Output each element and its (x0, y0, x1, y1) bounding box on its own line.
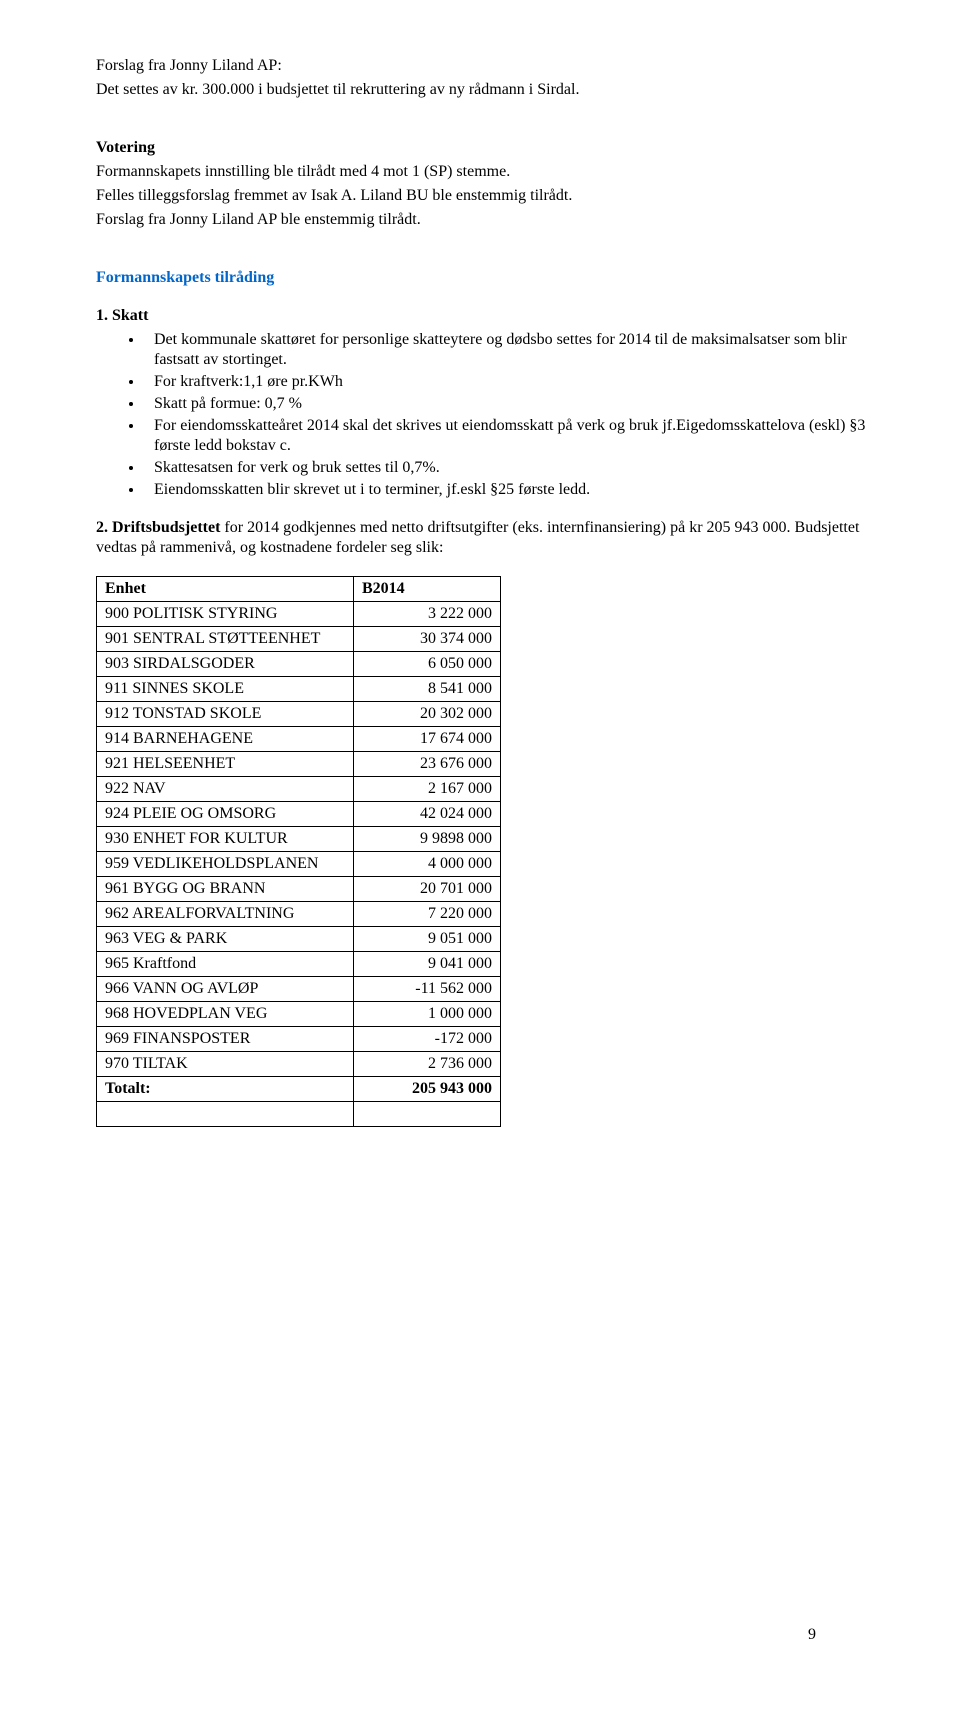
table-total-val: 205 943 000 (354, 1077, 501, 1102)
table-cell-name: 921 HELSEENHET (97, 752, 354, 777)
table-row: 961 BYGG OG BRANN20 701 000 (97, 877, 501, 902)
section-1-heading: 1. Skatt (96, 306, 888, 326)
section-2-bold: 2. Driftsbudsjettet (96, 519, 220, 536)
table-cell-val: 6 050 000 (354, 652, 501, 677)
table-cell-name: 961 BYGG OG BRANN (97, 877, 354, 902)
table-row: 911 SINNES SKOLE8 541 000 (97, 677, 501, 702)
table-row: 930 ENHET FOR KULTUR9 9898 000 (97, 827, 501, 852)
table-cell-name: 962 AREALFORVALTNING (97, 902, 354, 927)
table-row: 903 SIRDALSGODER6 050 000 (97, 652, 501, 677)
table-cell-val: 8 541 000 (354, 677, 501, 702)
table-cell-val: 7 220 000 (354, 902, 501, 927)
table-cell-name: 924 PLEIE OG OMSORG (97, 802, 354, 827)
table-cell-name: 914 BARNEHAGENE (97, 727, 354, 752)
table-cell-val: 4 000 000 (354, 852, 501, 877)
table-header-row: Enhet B2014 (97, 577, 501, 602)
table-row: 962 AREALFORVALTNING7 220 000 (97, 902, 501, 927)
section-2-text: 2. Driftsbudsjettet for 2014 godkjennes … (96, 518, 888, 558)
table-cell-val: 30 374 000 (354, 627, 501, 652)
table-cell-val: 9 051 000 (354, 927, 501, 952)
table-cell-name: 922 NAV (97, 777, 354, 802)
intro-line-2: Det settes av kr. 300.000 i budsjettet t… (96, 80, 888, 100)
table-cell-name: 966 VANN OG AVLØP (97, 977, 354, 1002)
bullet-item: For eiendomsskatteåret 2014 skal det skr… (144, 416, 888, 456)
table-cell-val: -11 562 000 (354, 977, 501, 1002)
table-cell-val: 23 676 000 (354, 752, 501, 777)
intro-line-1: Forslag fra Jonny Liland AP: (96, 56, 888, 76)
table-cell-val: 20 302 000 (354, 702, 501, 727)
bullet-item: Skattesatsen for verk og bruk settes til… (144, 458, 888, 478)
table-cell-name: 965 Kraftfond (97, 952, 354, 977)
tilrading-heading: Formannskapets tilråding (96, 268, 888, 288)
bullet-item: Eiendomsskatten blir skrevet ut i to ter… (144, 480, 888, 500)
bullet-item: For kraftverk:1,1 øre pr.KWh (144, 372, 888, 392)
table-row: 921 HELSEENHET23 676 000 (97, 752, 501, 777)
table-row: 959 VEDLIKEHOLDSPLANEN4 000 000 (97, 852, 501, 877)
table-cell-name: 959 VEDLIKEHOLDSPLANEN (97, 852, 354, 877)
table-row: 968 HOVEDPLAN VEG1 000 000 (97, 1002, 501, 1027)
table-empty-cell (97, 1102, 354, 1127)
table-cell-name: 963 VEG & PARK (97, 927, 354, 952)
table-cell-val: 1 000 000 (354, 1002, 501, 1027)
table-empty-cell (354, 1102, 501, 1127)
votering-line-3: Forslag fra Jonny Liland AP ble enstemmi… (96, 210, 888, 230)
table-cell-val: 9 041 000 (354, 952, 501, 977)
table-header-enhet: Enhet (97, 577, 354, 602)
table-row: 912 TONSTAD SKOLE20 302 000 (97, 702, 501, 727)
table-row: 970 TILTAK2 736 000 (97, 1052, 501, 1077)
table-cell-val: 2 736 000 (354, 1052, 501, 1077)
table-row: 965 Kraftfond9 041 000 (97, 952, 501, 977)
table-cell-name: 912 TONSTAD SKOLE (97, 702, 354, 727)
table-cell-val: 42 024 000 (354, 802, 501, 827)
table-total-label: Totalt: (97, 1077, 354, 1102)
page-number: 9 (808, 1625, 816, 1645)
table-empty-row (97, 1102, 501, 1127)
table-cell-name: 911 SINNES SKOLE (97, 677, 354, 702)
votering-line-2: Felles tilleggsforslag fremmet av Isak A… (96, 186, 888, 206)
table-row: 914 BARNEHAGENE17 674 000 (97, 727, 501, 752)
table-cell-val: 3 222 000 (354, 602, 501, 627)
table-cell-val: 2 167 000 (354, 777, 501, 802)
table-cell-name: 903 SIRDALSGODER (97, 652, 354, 677)
table-cell-val: -172 000 (354, 1027, 501, 1052)
budget-table: Enhet B2014 900 POLITISK STYRING3 222 00… (96, 576, 501, 1127)
votering-line-1: Formannskapets innstilling ble tilrådt m… (96, 162, 888, 182)
table-cell-name: 930 ENHET FOR KULTUR (97, 827, 354, 852)
table-cell-name: 968 HOVEDPLAN VEG (97, 1002, 354, 1027)
table-row: 963 VEG & PARK9 051 000 (97, 927, 501, 952)
table-cell-val: 9 9898 000 (354, 827, 501, 852)
table-cell-name: 969 FINANSPOSTER (97, 1027, 354, 1052)
table-cell-val: 20 701 000 (354, 877, 501, 902)
table-cell-name: 970 TILTAK (97, 1052, 354, 1077)
votering-heading: Votering (96, 138, 888, 158)
table-cell-val: 17 674 000 (354, 727, 501, 752)
table-row: 901 SENTRAL STØTTEENHET30 374 000 (97, 627, 501, 652)
table-row: 900 POLITISK STYRING3 222 000 (97, 602, 501, 627)
table-row: 969 FINANSPOSTER-172 000 (97, 1027, 501, 1052)
bullet-item: Det kommunale skattøret for personlige s… (144, 330, 888, 370)
table-row: 966 VANN OG AVLØP-11 562 000 (97, 977, 501, 1002)
table-total-row: Totalt: 205 943 000 (97, 1077, 501, 1102)
bullet-item: Skatt på formue: 0,7 % (144, 394, 888, 414)
table-row: 924 PLEIE OG OMSORG42 024 000 (97, 802, 501, 827)
table-header-b2014: B2014 (354, 577, 501, 602)
section-1-bullet-list: Det kommunale skattøret for personlige s… (96, 330, 888, 500)
table-cell-name: 901 SENTRAL STØTTEENHET (97, 627, 354, 652)
table-cell-name: 900 POLITISK STYRING (97, 602, 354, 627)
table-row: 922 NAV2 167 000 (97, 777, 501, 802)
